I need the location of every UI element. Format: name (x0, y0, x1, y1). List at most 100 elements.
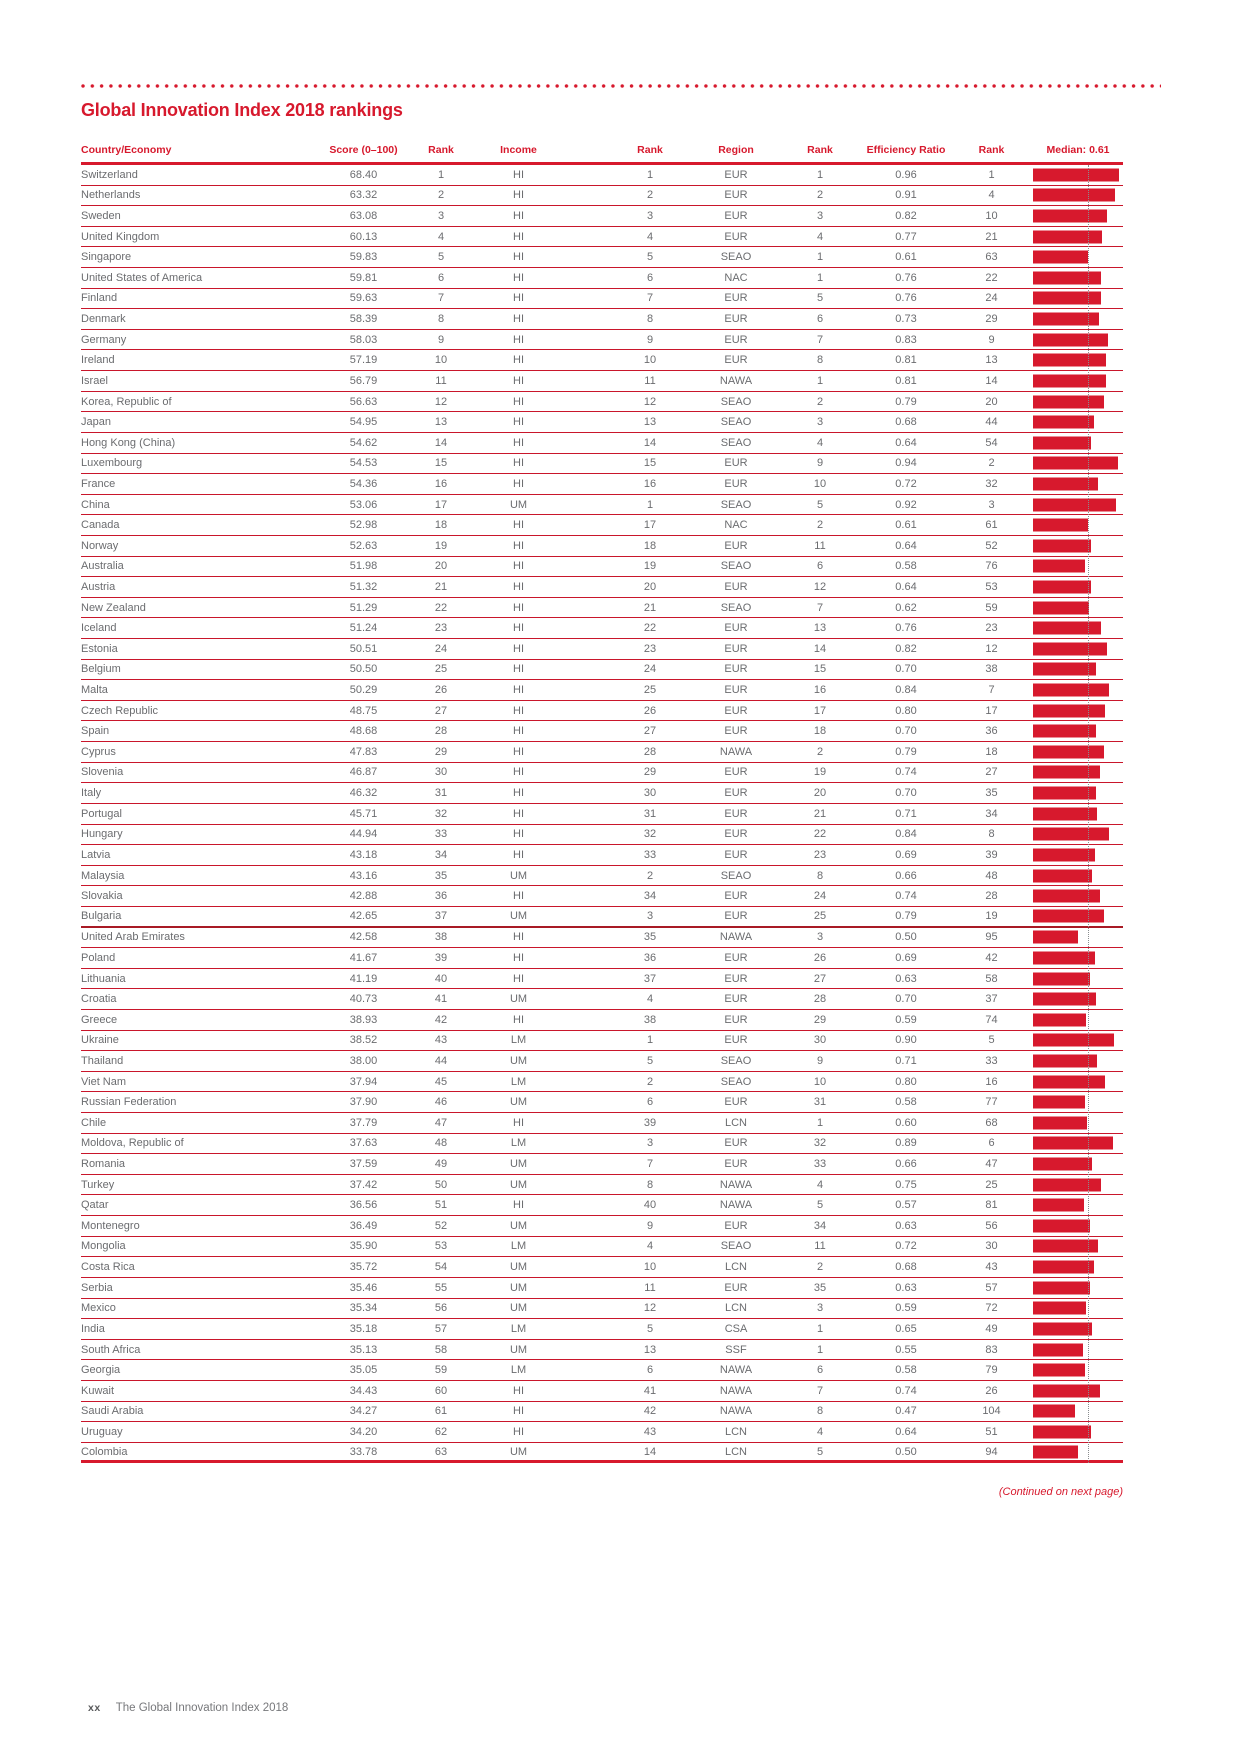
cell-income: HI (513, 828, 524, 841)
cell-region: SEAO (720, 416, 752, 429)
cell-income-rank: 4 (646, 993, 654, 1006)
cell-score: 43.18 (349, 848, 378, 861)
header-region: Region (718, 144, 754, 156)
cell-score-rank: 41 (434, 993, 448, 1006)
cell-region: LCN (724, 1302, 747, 1315)
cell-income: LM (510, 1364, 527, 1377)
cell-efficiency-bar (1033, 1422, 1123, 1442)
cell-income: HI (513, 251, 524, 264)
cell-income-rank: 8 (646, 1178, 654, 1191)
cell-country: Finland (81, 292, 118, 305)
cell-region-rank: 8 (816, 1405, 824, 1418)
cell-region: EUR (724, 725, 748, 738)
cell-score: 50.29 (349, 684, 378, 697)
cell-score-rank: 44 (434, 1055, 448, 1067)
cell-income-rank: 14 (643, 1445, 657, 1458)
cell-efficiency-ratio: 0.47 (895, 1405, 917, 1418)
cell-efficiency-bar (1033, 1113, 1123, 1133)
cell-region-rank: 14 (813, 642, 827, 655)
cell-region-rank: 4 (816, 436, 824, 449)
cell-efficiency-ratio: 0.91 (895, 189, 917, 202)
cell-region-rank: 11 (814, 539, 826, 552)
cell-score-rank: 46 (434, 1096, 448, 1109)
cell-country: Saudi Arabia (81, 1405, 144, 1418)
cell-income-rank: 30 (643, 787, 657, 800)
cell-score-rank: 47 (434, 1116, 448, 1129)
cell-efficiency-rank: 76 (985, 560, 998, 573)
cell-efficiency-rank: 33 (985, 1055, 998, 1067)
cell-score-rank: 26 (434, 684, 448, 697)
cell-country: Mexico (81, 1302, 116, 1315)
cell-score: 38.52 (349, 1034, 378, 1047)
table-row: Viet Nam 37.94 45 LM 2 SEAO 10 0.80 16 (81, 1072, 1123, 1093)
cell-region: EUR (724, 993, 748, 1006)
cell-income-rank: 16 (643, 477, 657, 490)
table-row: Israel 56.79 11 HI 11 NAWA 1 0.81 14 (81, 371, 1123, 392)
cell-score: 45.71 (349, 807, 378, 820)
cell-region: EUR (724, 1158, 748, 1171)
cell-income: HI (513, 333, 524, 346)
cell-efficiency-ratio: 0.64 (895, 436, 917, 449)
table-row: Hungary 44.94 33 HI 32 EUR 22 0.84 8 (81, 825, 1123, 846)
cell-score: 37.42 (349, 1178, 378, 1191)
cell-region: SEAO (720, 560, 752, 573)
cell-score: 46.32 (349, 787, 378, 800)
cell-efficiency-ratio: 0.58 (895, 1096, 917, 1109)
cell-efficiency-ratio: 0.81 (895, 354, 917, 367)
cell-score: 51.24 (349, 622, 378, 635)
cell-income-rank: 42 (643, 1405, 657, 1418)
efficiency-bar (1033, 992, 1096, 1006)
cell-country: Iceland (81, 622, 117, 635)
cell-efficiency-bar (1033, 1360, 1123, 1380)
cell-efficiency-rank: 77 (985, 1096, 998, 1109)
cell-region-rank: 12 (813, 580, 827, 593)
cell-region-rank: 17 (813, 704, 827, 717)
table-row: Costa Rica 35.72 54 UM 10 LCN 2 0.68 43 (81, 1257, 1123, 1278)
cell-region: EUR (724, 1034, 748, 1047)
header-income-rank: Rank (637, 144, 663, 156)
cell-score: 54.53 (349, 457, 378, 470)
cell-income: UM (509, 993, 528, 1006)
table-row: Iceland 51.24 23 HI 22 EUR 13 0.76 23 (81, 618, 1123, 640)
cell-country: Israel (81, 374, 108, 387)
cell-efficiency-ratio: 0.79 (895, 745, 917, 758)
cell-efficiency-ratio: 0.65 (895, 1322, 917, 1335)
cell-country: Portugal (81, 807, 122, 820)
cell-efficiency-rank: 43 (985, 1261, 998, 1274)
table-row: France 54.36 16 HI 16 EUR 10 0.72 32 (81, 474, 1123, 495)
cell-income-rank: 10 (643, 1261, 657, 1274)
cell-efficiency-bar (1033, 1154, 1123, 1174)
cell-efficiency-bar (1033, 247, 1123, 267)
cell-income-rank: 2 (646, 869, 654, 882)
cell-country: Switzerland (81, 168, 138, 181)
cell-efficiency-rank: 72 (985, 1302, 998, 1315)
cell-income-rank: 7 (646, 292, 654, 305)
cell-income: HI (513, 601, 524, 614)
table-row: Singapore 59.83 5 HI 5 SEAO 1 0.61 63 (81, 247, 1123, 269)
cell-region: LCN (724, 1445, 747, 1458)
header-median: Median: 0.61 (1046, 144, 1110, 156)
cell-efficiency-ratio: 0.64 (895, 580, 917, 593)
cell-country: Austria (81, 580, 116, 593)
cell-efficiency-bar (1033, 268, 1123, 288)
efficiency-bar (1033, 1013, 1087, 1027)
cell-score: 51.98 (349, 560, 378, 573)
table-row: Romania 37.59 49 UM 7 EUR 33 0.66 47 (81, 1154, 1123, 1175)
rankings-table: Country/Economy Score (0–100) Rank Incom… (81, 130, 1123, 1464)
cell-region-rank: 8 (816, 869, 824, 882)
cell-region-rank: 1 (816, 1322, 824, 1335)
cell-efficiency-ratio: 0.64 (895, 1425, 917, 1438)
cell-score: 34.43 (349, 1384, 378, 1397)
cell-score-rank: 30 (434, 766, 448, 779)
cell-efficiency-bar (1033, 989, 1123, 1009)
cell-score: 59.63 (349, 292, 378, 305)
cell-income: HI (513, 436, 524, 449)
cell-efficiency-ratio: 0.75 (895, 1178, 917, 1191)
cell-score-rank: 7 (437, 292, 445, 305)
cell-efficiency-ratio: 0.74 (895, 1384, 917, 1397)
cell-efficiency-rank: 95 (985, 931, 998, 944)
cell-country: Korea, Republic of (81, 395, 172, 408)
efficiency-bar (1033, 1116, 1087, 1130)
efficiency-bar (1033, 1054, 1097, 1068)
efficiency-bar (1033, 477, 1098, 491)
